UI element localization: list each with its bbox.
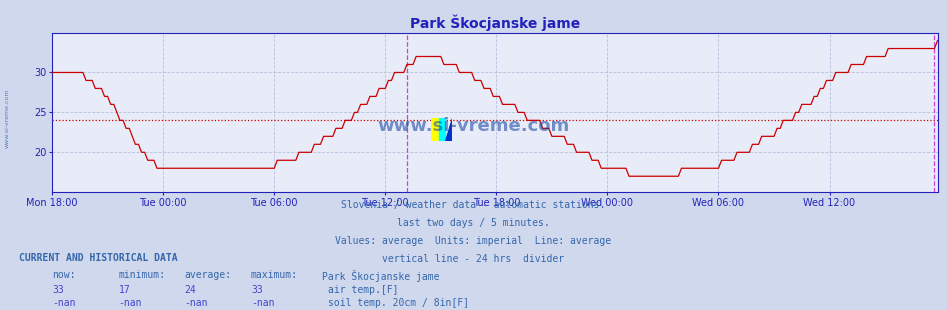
- Text: -nan: -nan: [118, 298, 142, 308]
- Bar: [438, 118, 445, 141]
- Text: CURRENT AND HISTORICAL DATA: CURRENT AND HISTORICAL DATA: [19, 253, 178, 263]
- Text: vertical line - 24 hrs  divider: vertical line - 24 hrs divider: [383, 254, 564, 264]
- Text: -nan: -nan: [251, 298, 275, 308]
- Text: 33: 33: [251, 285, 262, 294]
- Text: www.si-vreme.com: www.si-vreme.com: [5, 88, 10, 148]
- Text: soil temp. 20cm / 8in[F]: soil temp. 20cm / 8in[F]: [328, 298, 469, 308]
- Text: minimum:: minimum:: [118, 270, 166, 280]
- Polygon shape: [445, 118, 452, 141]
- Text: -nan: -nan: [52, 298, 76, 308]
- Text: last two days / 5 minutes.: last two days / 5 minutes.: [397, 218, 550, 228]
- Text: air temp.[F]: air temp.[F]: [328, 285, 398, 294]
- Text: www.si-vreme.com: www.si-vreme.com: [377, 117, 570, 135]
- Bar: [431, 118, 438, 141]
- Text: average:: average:: [185, 270, 232, 280]
- Text: maximum:: maximum:: [251, 270, 298, 280]
- Title: Park Škocjanske jame: Park Škocjanske jame: [410, 15, 580, 31]
- Text: Values: average  Units: imperial  Line: average: Values: average Units: imperial Line: av…: [335, 236, 612, 246]
- Text: 33: 33: [52, 285, 63, 294]
- Text: 24: 24: [185, 285, 196, 294]
- Text: -nan: -nan: [185, 298, 208, 308]
- Text: Park Škocjanske jame: Park Škocjanske jame: [322, 270, 439, 282]
- Text: Slovenia / weather data - automatic stations.: Slovenia / weather data - automatic stat…: [341, 200, 606, 210]
- Text: 17: 17: [118, 285, 130, 294]
- Text: now:: now:: [52, 270, 76, 280]
